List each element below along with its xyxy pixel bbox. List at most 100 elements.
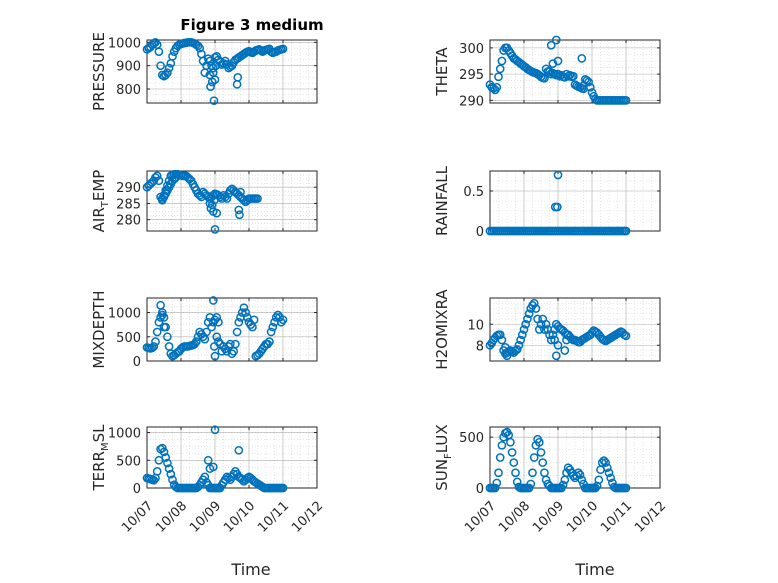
data-point: [278, 315, 288, 325]
y-tick-label: 290: [459, 94, 484, 109]
y-axis-label: H2OMIXRA: [433, 289, 451, 370]
data-point: [494, 72, 503, 82]
data-point: [225, 186, 235, 195]
data-point: [553, 56, 563, 66]
y-tick-label: 1000: [108, 307, 141, 322]
data-point: [212, 332, 222, 342]
data-point: [568, 71, 578, 81]
y-tick-label: 900: [116, 60, 141, 75]
data-point: [545, 330, 554, 340]
data-point: [494, 468, 503, 478]
y-axis-label: AIRTEMP: [90, 170, 111, 233]
data-point: [621, 96, 631, 105]
data-point: [551, 351, 561, 361]
data-point: [524, 309, 534, 319]
data-point: [577, 475, 587, 485]
data-point: [560, 346, 570, 355]
data-point: [492, 478, 502, 488]
data-point: [621, 331, 631, 341]
data-point: [265, 337, 274, 346]
data-point: [233, 72, 243, 82]
subplot-6: 8 10 H2OMIXRA: [433, 289, 661, 370]
data-point: [161, 70, 171, 80]
data-point: [604, 468, 614, 478]
data-point: [200, 472, 210, 482]
data-point: [548, 330, 558, 340]
data-point: [195, 43, 205, 53]
data-point: [597, 458, 607, 467]
y-tick-label: 300: [459, 42, 484, 57]
data-point: [166, 469, 176, 479]
y-tick-label: 285: [116, 197, 141, 212]
data-point: [191, 337, 201, 346]
axes-box: [489, 39, 661, 104]
data-point: [523, 314, 532, 324]
data-point: [156, 61, 165, 71]
data-point: [594, 475, 604, 485]
data-point: [237, 308, 247, 317]
data-point: [602, 463, 612, 473]
data-point: [621, 226, 631, 236]
data-point: [149, 342, 159, 351]
axes-box: [146, 39, 318, 104]
data-point: [236, 187, 245, 197]
data-point: [235, 210, 244, 220]
data-point: [249, 315, 259, 325]
data-point: [495, 330, 505, 340]
y-tick-label: 1000: [108, 36, 141, 51]
data-point: [278, 483, 288, 493]
data-point: [534, 325, 544, 334]
y-axis-label: PRESSURE: [90, 32, 108, 111]
data-point: [495, 64, 505, 74]
data-point: [168, 475, 177, 485]
y-axis-label: SUNFLUX: [433, 424, 454, 490]
data-point: [575, 470, 585, 480]
data-point: [621, 483, 631, 493]
y-tick-label: 0: [476, 482, 484, 497]
data-point: [546, 40, 556, 50]
data-point: [222, 194, 232, 203]
data-point: [193, 41, 203, 51]
y-axis-label: RAINFALL: [433, 165, 451, 236]
data-point: [531, 304, 541, 313]
data-point: [495, 453, 505, 462]
axes-box: [489, 297, 661, 362]
data-point: [154, 47, 164, 57]
data-point: [234, 205, 244, 215]
data-point: [210, 425, 220, 435]
y-axis-label: THETA: [433, 47, 451, 97]
data-point: [524, 483, 534, 493]
y-tick-label: 500: [116, 331, 141, 346]
data-point: [546, 335, 556, 345]
data-point: [511, 468, 520, 478]
data-point: [152, 171, 162, 181]
data-point: [516, 335, 525, 345]
data-point: [210, 351, 220, 361]
data-point: [497, 56, 507, 66]
y-axis-label: TERRMSL: [90, 424, 111, 492]
y-tick-label: 290: [116, 181, 141, 196]
data-point: [553, 340, 563, 350]
data-point: [577, 54, 587, 63]
data-point: [502, 351, 512, 361]
y-tick-label: 0: [133, 355, 141, 370]
data-point: [206, 82, 215, 92]
x-axis-label-right: Time: [574, 560, 614, 579]
data-point: [234, 317, 244, 327]
data-point: [512, 345, 522, 354]
y-tick-label: 295: [459, 68, 484, 83]
data-point: [232, 327, 242, 337]
data-point: [161, 453, 171, 462]
data-point: [209, 96, 219, 106]
data-point: [500, 343, 510, 352]
data-point: [210, 75, 220, 85]
data-point: [225, 339, 235, 349]
data-point: [514, 340, 524, 350]
y-tick-label: 280: [116, 214, 141, 229]
data-point: [521, 319, 531, 329]
data-point: [149, 475, 159, 485]
data-point: [490, 483, 500, 493]
axes-box: [146, 297, 318, 362]
data-point: [209, 195, 219, 205]
